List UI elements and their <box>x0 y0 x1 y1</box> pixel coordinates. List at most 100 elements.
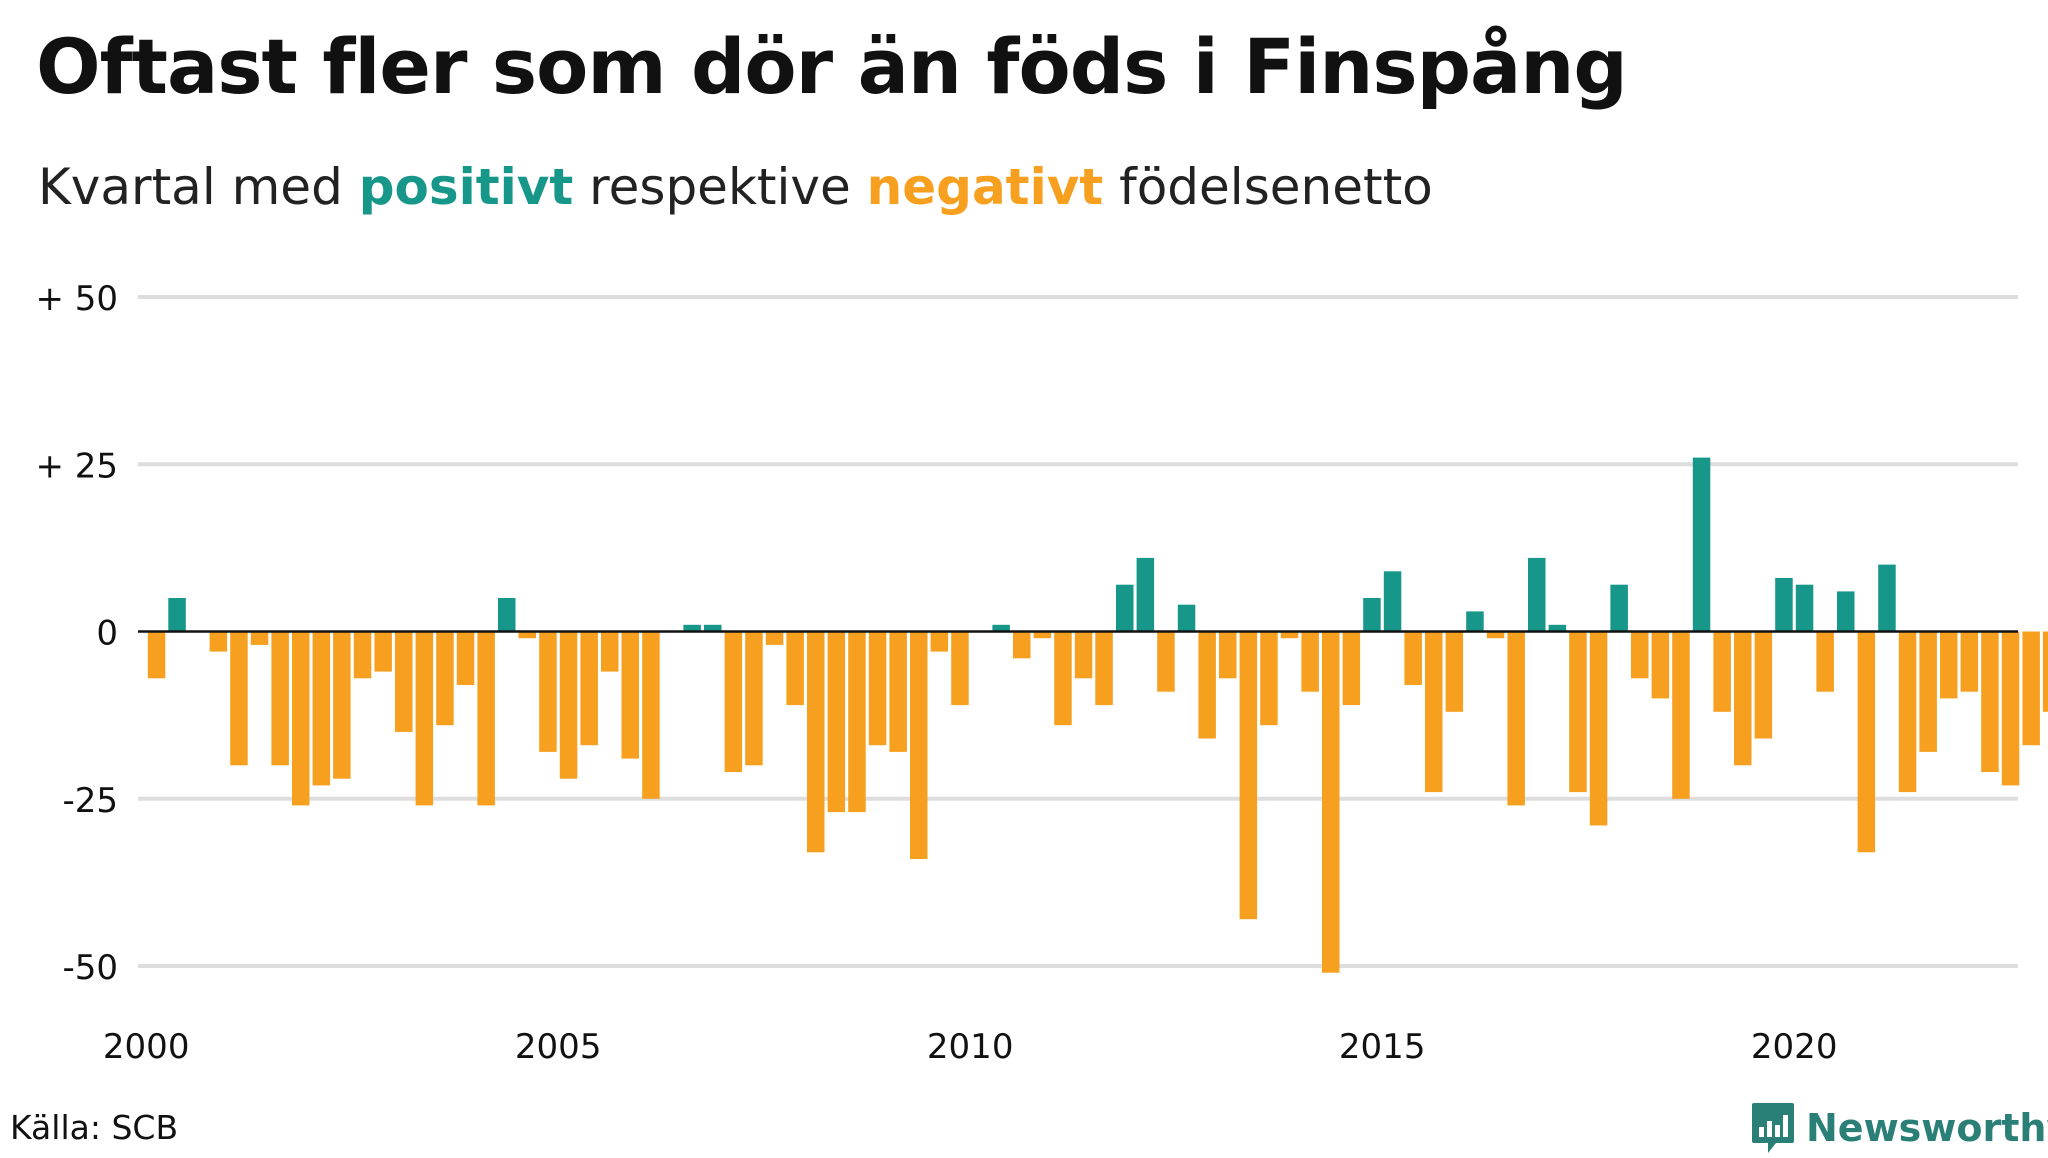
bar <box>1569 631 1587 793</box>
bar <box>1363 598 1381 632</box>
bar <box>1301 631 1319 692</box>
bar <box>456 631 475 685</box>
bar <box>1425 631 1443 793</box>
brand-name: Newsworthy <box>1806 1106 2048 1150</box>
chart-subtitle: Kvartal med positivt respektive negativt… <box>38 158 1433 216</box>
bar <box>1033 631 1052 639</box>
x-tick-label: 2020 <box>1751 1027 1838 1067</box>
bar <box>1837 591 1855 632</box>
x-tick-label: 2010 <box>927 1027 1014 1067</box>
bar <box>951 631 969 706</box>
bar <box>1548 624 1567 632</box>
bar <box>642 631 660 799</box>
bar <box>1383 571 1402 632</box>
bar <box>1692 457 1711 632</box>
bar <box>1198 631 1216 739</box>
subtitle-prefix: Kvartal med <box>38 158 359 216</box>
bar <box>147 631 166 679</box>
x-axis-ticks: 2000 2005 2010 2015 2020 <box>103 1027 1838 1067</box>
bar-chart: + 50 + 25 0 -25 -50 2000 2005 2010 2015 2020 <box>35 279 2048 1067</box>
bar <box>2042 631 2048 712</box>
bar <box>1589 631 1608 826</box>
bar <box>292 631 310 806</box>
bar <box>601 631 619 672</box>
x-tick-label: 2000 <box>103 1027 190 1067</box>
bar <box>374 631 392 672</box>
bar <box>1404 631 1422 685</box>
bar <box>1507 631 1525 806</box>
bar <box>1734 631 1752 766</box>
x-tick-label: 2015 <box>1339 1027 1426 1067</box>
subtitle-suffix: födelsenetto <box>1103 158 1433 216</box>
bar <box>1857 631 1876 853</box>
y-tick-label: + 50 <box>35 279 118 319</box>
bar <box>1342 631 1361 706</box>
source-credit: Källa: SCB <box>10 1108 179 1147</box>
bar <box>1074 631 1093 679</box>
bar <box>910 631 928 859</box>
bar <box>1610 584 1628 632</box>
bar <box>724 631 743 772</box>
bar <box>621 631 639 759</box>
brand-logo: Newsworthy <box>1750 1098 2048 1158</box>
bar <box>518 631 536 639</box>
bar <box>1672 631 1690 799</box>
bar <box>353 631 372 679</box>
bar <box>1898 631 1917 793</box>
bar <box>786 631 804 706</box>
grid-lines <box>138 295 2018 968</box>
y-tick-label: -50 <box>62 948 118 988</box>
bar <box>827 631 846 813</box>
bar <box>1095 631 1113 706</box>
bar <box>868 631 887 746</box>
subtitle-negative-word: negativt <box>866 158 1104 216</box>
chart-title: Oftast fler som dör än föds i Finspång <box>36 22 1628 111</box>
bar <box>477 631 495 806</box>
bar <box>333 631 351 779</box>
bar <box>1775 578 1793 632</box>
bar <box>2001 631 2020 786</box>
bar <box>889 631 907 752</box>
bar <box>1054 631 1072 726</box>
bar <box>1260 631 1278 726</box>
bar <box>498 598 516 632</box>
bar <box>1754 631 1773 739</box>
bar <box>580 631 598 746</box>
bar <box>1177 604 1196 632</box>
bar <box>1116 584 1134 632</box>
bar <box>1157 631 1175 692</box>
bar <box>1940 631 1958 699</box>
newsworthy-logo-icon <box>1752 1103 1794 1153</box>
bar <box>209 631 228 652</box>
bar <box>271 631 289 766</box>
bar <box>250 631 269 645</box>
bar <box>765 631 784 645</box>
bar <box>1219 631 1237 679</box>
bar <box>1960 631 1979 692</box>
bar <box>395 631 413 732</box>
bar <box>230 631 248 766</box>
bar <box>1631 631 1649 679</box>
bar <box>1486 631 1505 639</box>
bar <box>1013 631 1031 659</box>
bar <box>1280 631 1299 639</box>
bar <box>1239 631 1258 920</box>
bar <box>1981 631 1999 772</box>
bar <box>539 631 557 752</box>
bar <box>1136 557 1155 632</box>
bar <box>168 598 186 632</box>
bar <box>559 631 578 779</box>
bar <box>807 631 825 853</box>
bar <box>1816 631 1834 692</box>
bar <box>1445 631 1464 712</box>
y-tick-label: -25 <box>62 781 118 821</box>
x-tick-label: 2005 <box>515 1027 602 1067</box>
subtitle-positive-word: positivt <box>358 158 574 216</box>
bar <box>1919 631 1937 752</box>
bars <box>147 457 2048 973</box>
bar <box>1528 557 1546 632</box>
y-tick-label: 0 <box>96 614 118 654</box>
bar <box>992 624 1010 632</box>
bar <box>1651 631 1670 699</box>
bar <box>436 631 454 726</box>
